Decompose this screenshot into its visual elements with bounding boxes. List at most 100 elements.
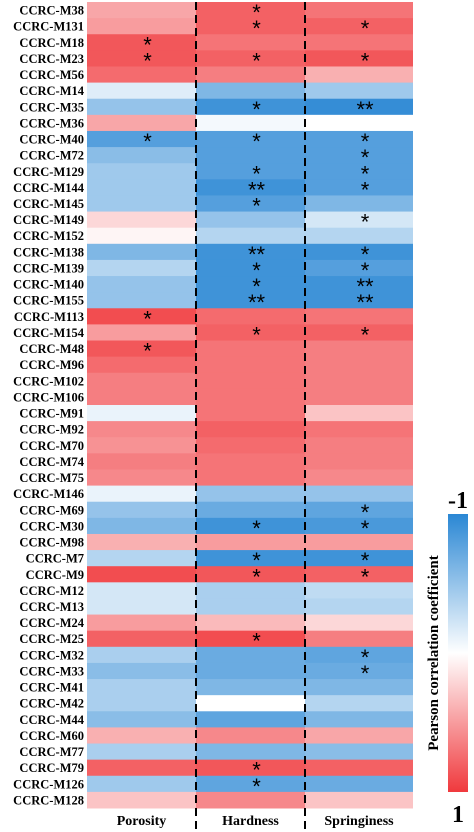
significance-star: * — [361, 645, 370, 670]
heatmap-cell — [87, 582, 196, 599]
column-labels: Porosity Hardness Springiness — [117, 814, 394, 829]
heatmap-cell — [305, 179, 413, 196]
row-label: CCRC-M126 — [13, 777, 84, 791]
heatmap-cell — [87, 775, 196, 793]
row-label: CCRC-M36 — [19, 116, 84, 130]
row-label: CCRC-M75 — [19, 471, 84, 485]
heatmap-cell — [87, 550, 196, 567]
row-label: CCRC-M9 — [26, 568, 84, 582]
heatmap-cell — [305, 243, 413, 261]
row-label: CCRC-M56 — [19, 68, 84, 82]
heatmap-cell — [196, 82, 305, 100]
heatmap-cell — [305, 163, 413, 180]
significance-star: ** — [356, 274, 374, 299]
heatmap-cell — [196, 775, 305, 793]
significance-star: * — [361, 661, 370, 686]
row-label: CCRC-M7 — [26, 552, 84, 566]
row-label: CCRC-M138 — [13, 245, 84, 259]
significance-markers: ** *** * ** *** * *** *** ***** ** ** **** **** **** *… — [143, 0, 374, 799]
heatmap-cell — [305, 421, 413, 438]
heatmap-cell — [305, 114, 413, 132]
row-label: CCRC-M18 — [19, 36, 84, 50]
heatmap-cell — [87, 50, 196, 67]
heatmap-cell — [305, 453, 413, 470]
legend-color-bar — [448, 514, 468, 792]
significance-star: * — [252, 161, 261, 186]
heatmap-cell — [305, 695, 413, 712]
heatmap-cell — [87, 453, 196, 470]
heatmap-cell — [196, 566, 305, 583]
heatmap-cell — [305, 582, 413, 599]
row-label: CCRC-M14 — [19, 84, 84, 98]
significance-star: ** — [248, 177, 266, 202]
heatmap-cell — [196, 292, 305, 309]
significance-star: * — [361, 161, 370, 186]
significance-star: * — [361, 177, 370, 202]
row-label: CCRC-M145 — [13, 197, 84, 211]
heatmap-cell — [196, 727, 305, 745]
heatmap-cell — [305, 501, 413, 519]
heatmap-cell — [87, 566, 196, 583]
legend-min-label: -1 — [448, 488, 468, 514]
significance-star: * — [361, 145, 370, 170]
significance-star: * — [143, 339, 152, 364]
heatmap-cell — [196, 98, 305, 116]
significance-star: * — [252, 322, 261, 347]
heatmap-cell — [87, 533, 196, 551]
row-label: CCRC-M35 — [19, 100, 84, 114]
heatmap-cell — [87, 243, 196, 261]
heatmap-cell — [305, 211, 413, 229]
column-label: Porosity — [117, 814, 167, 829]
heatmap-cell — [305, 130, 413, 148]
heatmap-cell — [87, 179, 196, 196]
heatmap-cell — [87, 2, 196, 19]
row-label: CCRC-M79 — [19, 761, 84, 775]
row-label: CCRC-M23 — [19, 52, 84, 66]
significance-star: ** — [248, 290, 266, 315]
significance-star: * — [143, 48, 152, 73]
heatmap-cell — [196, 324, 305, 342]
significance-star: * — [361, 210, 370, 235]
significance-star: * — [252, 516, 261, 541]
heatmap-cell — [196, 485, 305, 503]
significance-star: * — [252, 564, 261, 589]
heatmap-cell — [87, 308, 196, 325]
heatmap-cell — [305, 566, 413, 583]
heatmap-cell — [196, 18, 305, 35]
heatmap-cell — [305, 679, 413, 696]
column-dividers — [195, 2, 306, 832]
heatmap-cell — [87, 501, 196, 519]
legend-title: Pearson correlation coefficient — [426, 555, 442, 750]
significance-star: * — [252, 0, 261, 25]
heatmap-cell — [196, 695, 305, 712]
heatmap-cell — [196, 50, 305, 67]
heatmap-cell — [305, 614, 413, 632]
row-label: CCRC-M129 — [13, 165, 84, 179]
heatmap-cell — [87, 340, 196, 358]
heatmap-cell — [196, 614, 305, 632]
heatmap-cell — [196, 259, 305, 277]
significance-star: * — [252, 97, 261, 122]
heatmap-cell — [87, 437, 196, 454]
heatmap-cell — [305, 195, 413, 213]
significance-star: ** — [356, 97, 374, 122]
row-label: CCRC-M149 — [13, 213, 84, 227]
heatmap-cell — [305, 662, 413, 680]
heatmap-cell — [196, 630, 305, 648]
heatmap-cell — [196, 308, 305, 325]
significance-star: * — [252, 48, 261, 73]
row-label: CCRC-M91 — [19, 407, 84, 421]
heatmap-cell — [87, 195, 196, 213]
significance-star: * — [361, 129, 370, 154]
heatmap-cell — [305, 34, 413, 51]
heatmap-cell — [87, 34, 196, 51]
heatmap-cell — [305, 791, 413, 809]
heatmap-cell — [305, 469, 413, 487]
heatmap-cell — [305, 308, 413, 325]
heatmap-cell — [87, 211, 196, 229]
color-legend: -1 1 Pearson correlation coefficient — [426, 488, 468, 828]
heatmap-cell — [196, 550, 305, 567]
row-label: CCRC-M106 — [13, 390, 84, 404]
heatmap-cell — [87, 598, 196, 616]
